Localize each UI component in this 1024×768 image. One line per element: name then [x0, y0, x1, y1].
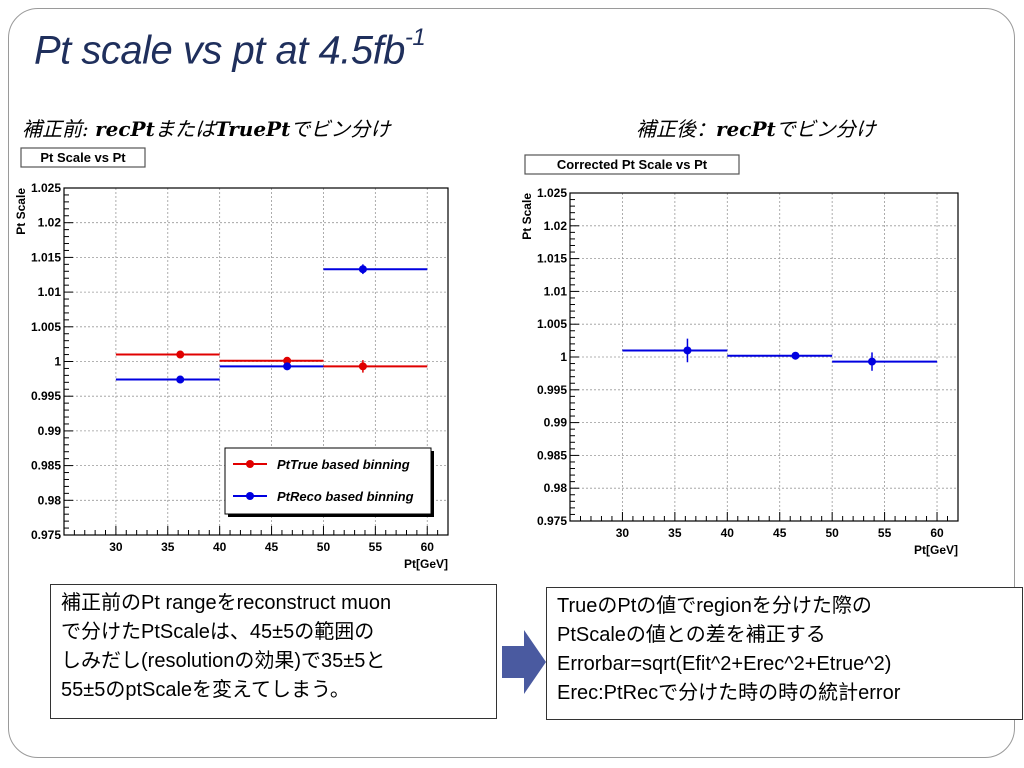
chart2-x-tick-label: 60 [930, 526, 944, 540]
chart1-x-tick-label: 60 [421, 540, 435, 554]
chart1-series2-point [176, 375, 185, 384]
left-note-line: 補正前のPt rangeをreconstruct muon [61, 592, 392, 614]
chart1-y-axis-label: Pt Scale [14, 188, 28, 235]
chart1-x-tick-label: 40 [213, 540, 227, 554]
chart1-series1-point [283, 356, 292, 365]
chart1-series2-point [358, 265, 367, 274]
chart2-title: Corrected Pt Scale vs Pt [557, 157, 708, 172]
chart1-x-axis-label: Pt[GeV] [404, 557, 448, 571]
chart2-y-tick-label: 0.985 [537, 448, 567, 462]
chart1-x-tick-label: 30 [109, 540, 123, 554]
chart1-y-tick-label: 1 [54, 355, 61, 369]
chart2-x-tick-label: 30 [616, 526, 630, 540]
chart1-series2-point [283, 362, 292, 371]
chart2-y-tick-label: 0.975 [537, 514, 567, 528]
chart2-y-tick-label: 1.02 [544, 219, 568, 233]
chart2-series1-point [791, 351, 800, 360]
right-note-line: Errorbar=sqrt(Efit^2+Erec^2+Etrue^2) [557, 653, 892, 675]
chart1-series1-point [176, 350, 185, 359]
chart1-legend-label: PtTrue based binning [277, 457, 410, 472]
chart2-y-tick-label: 1.015 [537, 252, 567, 266]
chart2-x-tick-label: 50 [825, 526, 839, 540]
right-note-line: TrueのPtの値でregionを分けた際の [557, 595, 872, 617]
chart1-y-tick-label: 1.015 [31, 250, 61, 264]
chart2-y-tick-label: 1.005 [537, 317, 567, 331]
chart2-y-tick-label: 1 [560, 350, 567, 364]
chart1-y-tick-label: 1.025 [31, 181, 61, 195]
left-note-box: 補正前のPt rangeをreconstruct muon で分けたPtScal… [50, 584, 497, 719]
chart1-x-tick-label: 45 [265, 540, 279, 554]
chart1-title: Pt Scale vs Pt [40, 150, 126, 165]
right-note-box: TrueのPtの値でregionを分けた際の PtScaleの値との差を補正する… [546, 587, 1023, 720]
chart2-y-axis-label: Pt Scale [520, 193, 534, 240]
chart1-y-tick-label: 0.995 [31, 389, 61, 403]
chart1-legend-marker [246, 460, 254, 468]
chart1-y-tick-label: 1.005 [31, 320, 61, 334]
slide-title: Pt scale vs pt at 4.5fb-1 [34, 24, 426, 73]
right-note-line: PtScaleの値との差を補正する [557, 624, 826, 646]
chart1-y-tick-label: 0.985 [31, 459, 61, 473]
chart1-x-tick-label: 50 [317, 540, 331, 554]
right-arrow-icon [502, 630, 546, 694]
chart1-legend-box [224, 447, 432, 515]
chart2-x-tick-label: 35 [668, 526, 682, 540]
chart1-y-tick-label: 0.99 [38, 424, 62, 438]
chart1-series1-point [358, 362, 367, 371]
chart2-series1-point [868, 357, 877, 366]
chart2-y-tick-label: 0.99 [544, 416, 568, 430]
chart1-x-tick-label: 35 [161, 540, 175, 554]
chart1-legend-marker [246, 492, 254, 500]
chart2-x-tick-label: 55 [878, 526, 892, 540]
chart1-y-tick-label: 0.98 [38, 493, 62, 507]
chart2-x-axis-label: Pt[GeV] [914, 543, 958, 557]
chart2-series1-point [683, 346, 692, 355]
chart2-x-tick-label: 45 [773, 526, 787, 540]
chart1-x-tick-label: 55 [369, 540, 383, 554]
right-note-line: Erec:PtRecで分けた時の時の統計error [557, 682, 901, 704]
chart1-title-box [20, 147, 146, 168]
chart1-y-tick-label: 0.975 [31, 528, 61, 542]
left-note-line: で分けたPtScaleは、45±5の範囲の [61, 621, 375, 643]
chart1-y-tick-label: 1.01 [38, 285, 62, 299]
charts-canvas: Pt Scale vs Pt 30 35 40 45 50 55 60 0.975 0.98 0.9… [14, 147, 959, 571]
chart2-title-box [524, 154, 740, 175]
chart1-y-tick-label: 1.02 [38, 216, 62, 230]
chart2-y-tick-label: 0.995 [537, 383, 567, 397]
right-caption: 補正後：recPtでビン分け [636, 117, 876, 141]
chart2-x-tick-label: 40 [721, 526, 735, 540]
chart2-y-tick-label: 1.01 [544, 284, 568, 298]
left-caption: 補正前: recPtまたはTruePtでビン分け [22, 117, 391, 141]
chart2-y-tick-label: 1.025 [537, 186, 567, 200]
left-note-line: 55±5のptScaleを変えてしまう。 [61, 679, 350, 701]
left-note-line: しみだし(resolutionの効果)で35±5と [61, 650, 386, 672]
slide-frame [8, 8, 1015, 758]
chart2-y-tick-label: 0.98 [544, 481, 568, 495]
chart1-legend-label: PtReco based binning [277, 489, 414, 504]
